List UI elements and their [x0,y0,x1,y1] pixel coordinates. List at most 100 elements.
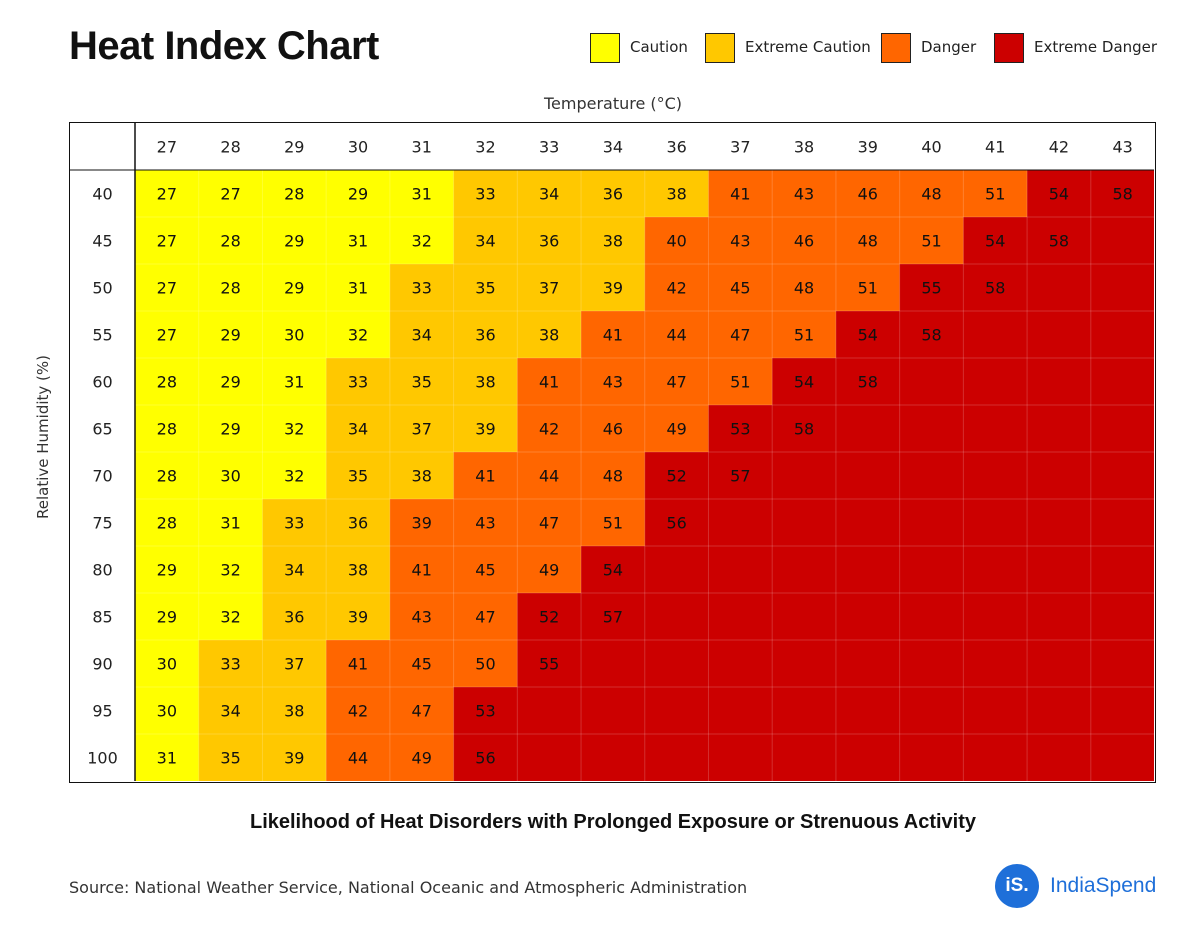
heatmap-cell [581,734,646,781]
heatmap-cell [963,734,1028,781]
heatmap-cell [262,734,327,781]
x-tick-label: 34 [603,138,623,157]
heatmap-cell [835,358,901,406]
heatmap-cell [262,640,327,688]
heatmap-cell [198,170,263,218]
heatmap-cell [708,452,773,500]
heatmap-cell [581,593,646,641]
chart-subtitle: Likelihood of Heat Disorders with Prolon… [249,811,977,833]
cell-value-label: 42 [539,420,559,439]
heatmap-cell [326,358,391,406]
heatmap-cell [1027,358,1092,406]
cell-value-label: 28 [220,279,240,298]
heatmap-cell [581,264,646,312]
cell-value-label: 36 [539,232,559,251]
heatmap-cell [708,499,773,547]
cell-value-label: 28 [284,185,304,204]
heatmap-cell [326,593,391,641]
heatmap-cell [453,687,518,735]
heatmap-cell [772,217,837,265]
cell-value-label: 51 [603,514,623,533]
heatmap-cell [517,593,582,641]
x-tick-label: 39 [858,138,878,157]
heatmap-cell [835,640,901,688]
heatmap-cell [963,170,1028,218]
heatmap-cell [644,405,709,453]
cell-value-label: 54 [858,326,878,345]
heatmap-cell [644,452,709,500]
heatmap-cell [453,264,518,312]
cell-value-label: 51 [921,232,941,251]
x-tick-label: 40 [921,138,941,157]
heatmap-cell [135,687,200,735]
heatmap-cell [772,358,837,406]
heatmap-cell [1090,593,1154,641]
x-tick-label: 29 [284,138,304,157]
heatmap-cell [135,311,200,359]
heatmap-cell [581,405,646,453]
heatmap-cell [389,170,454,218]
cell-value-label: 57 [730,467,750,486]
heatmap-cell [708,546,773,594]
cell-value-label: 55 [921,279,941,298]
cell-value-label: 27 [157,326,177,345]
heatmap-cell [835,311,901,359]
heatmap-cell [835,264,901,312]
heatmap-cell [1027,593,1092,641]
cell-value-label: 46 [858,185,878,204]
heatmap-cell [1027,311,1092,359]
cell-value-label: 44 [666,326,686,345]
heatmap-cell [326,405,391,453]
heatmap-cell [262,264,327,312]
cell-value-label: 29 [220,420,240,439]
cell-value-label: 54 [603,561,623,580]
heatmap-cell [453,311,518,359]
cell-value-label: 27 [157,279,177,298]
cell-value-label: 33 [475,185,495,204]
cell-value-label: 44 [539,467,559,486]
cell-value-label: 51 [730,373,750,392]
heatmap-cell [135,640,200,688]
heatmap-cell [262,170,327,218]
cell-value-label: 39 [603,279,623,298]
x-tick-label: 36 [666,138,686,157]
heatmap-cell [581,640,646,688]
y-tick-label: 100 [87,749,118,768]
cell-value-label: 32 [284,420,304,439]
x-tick-label: 43 [1112,138,1132,157]
cell-value-label: 32 [220,608,240,627]
heatmap-cell [772,311,837,359]
cell-value-label: 41 [603,326,623,345]
heatmap-cell [899,546,964,594]
heatmap-cell [326,311,391,359]
cell-value-label: 35 [348,467,368,486]
heatmap-cell [198,217,263,265]
heatmap-cell [1090,452,1154,500]
heatmap-cell [198,452,263,500]
heatmap-cell [517,452,582,500]
cell-value-label: 43 [475,514,495,533]
cell-value-label: 30 [284,326,304,345]
cell-value-label: 42 [666,279,686,298]
cell-value-label: 58 [921,326,941,345]
heatmap-cell [581,358,646,406]
heatmap-cell [517,546,582,594]
cell-value-label: 31 [157,749,177,768]
heatmap-cell [708,358,773,406]
cell-value-label: 36 [284,608,304,627]
cell-value-label: 54 [1049,185,1069,204]
heatmap-cell [198,264,263,312]
heatmap-cell [963,593,1028,641]
cell-value-label: 48 [794,279,814,298]
cell-value-label: 30 [157,702,177,721]
cell-value-label: 58 [794,420,814,439]
heatmap-cell [262,546,327,594]
heatmap-cell [581,452,646,500]
heatmap-cell [708,593,773,641]
heatmap-cell [1027,264,1092,312]
heatmap-cell [835,217,901,265]
cell-value-label: 39 [475,420,495,439]
heatmap-cell [135,499,200,547]
heatmap-cell [1090,499,1154,547]
heatmap-cell [835,687,901,735]
